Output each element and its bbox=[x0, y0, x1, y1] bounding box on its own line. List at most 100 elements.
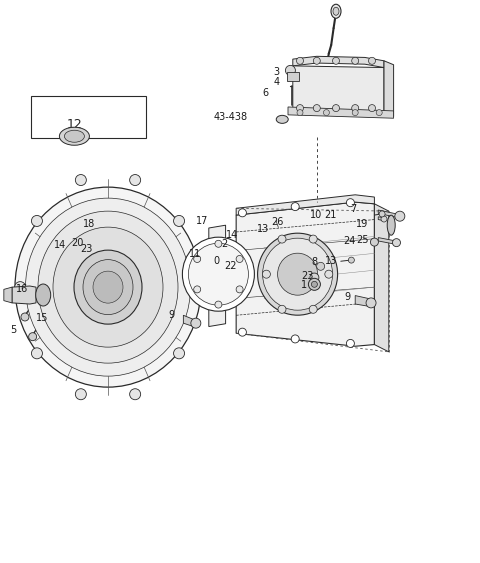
Text: 12: 12 bbox=[67, 118, 82, 132]
Ellipse shape bbox=[15, 187, 201, 387]
Circle shape bbox=[263, 270, 270, 278]
Ellipse shape bbox=[387, 215, 395, 235]
Text: 20: 20 bbox=[71, 238, 84, 248]
Ellipse shape bbox=[188, 243, 249, 305]
Text: 10: 10 bbox=[310, 210, 323, 220]
Ellipse shape bbox=[333, 7, 339, 15]
Circle shape bbox=[75, 388, 86, 400]
Text: 13: 13 bbox=[325, 256, 337, 266]
Circle shape bbox=[381, 216, 387, 222]
Circle shape bbox=[191, 318, 201, 328]
Polygon shape bbox=[384, 61, 394, 117]
Ellipse shape bbox=[331, 5, 341, 18]
Circle shape bbox=[31, 216, 42, 226]
Text: 1: 1 bbox=[301, 280, 308, 290]
Text: 25: 25 bbox=[356, 235, 369, 245]
Circle shape bbox=[313, 105, 320, 111]
Text: 5: 5 bbox=[11, 325, 17, 335]
Ellipse shape bbox=[60, 127, 89, 145]
Circle shape bbox=[297, 57, 303, 64]
Text: 9: 9 bbox=[168, 310, 174, 320]
Circle shape bbox=[291, 203, 299, 211]
Circle shape bbox=[31, 348, 42, 359]
Ellipse shape bbox=[74, 250, 142, 324]
Text: 23: 23 bbox=[81, 244, 93, 254]
Circle shape bbox=[352, 57, 359, 64]
Circle shape bbox=[366, 298, 376, 308]
Circle shape bbox=[312, 282, 317, 287]
Circle shape bbox=[21, 313, 29, 321]
Polygon shape bbox=[355, 296, 372, 307]
Text: 23: 23 bbox=[301, 271, 314, 282]
Polygon shape bbox=[288, 107, 394, 118]
Polygon shape bbox=[378, 210, 399, 218]
Text: 21: 21 bbox=[324, 210, 336, 220]
Circle shape bbox=[174, 348, 185, 359]
Circle shape bbox=[393, 239, 400, 247]
Ellipse shape bbox=[277, 253, 318, 295]
Circle shape bbox=[313, 57, 320, 64]
Text: 0: 0 bbox=[214, 256, 220, 266]
Text: 22: 22 bbox=[225, 261, 237, 271]
Circle shape bbox=[194, 256, 201, 262]
Circle shape bbox=[191, 282, 201, 293]
Circle shape bbox=[376, 110, 382, 115]
Ellipse shape bbox=[258, 233, 337, 315]
Polygon shape bbox=[236, 202, 374, 346]
Circle shape bbox=[130, 388, 141, 400]
Circle shape bbox=[347, 199, 354, 207]
Circle shape bbox=[317, 262, 324, 270]
Bar bbox=[287, 72, 299, 81]
Circle shape bbox=[352, 105, 359, 111]
Text: 18: 18 bbox=[83, 219, 96, 229]
Circle shape bbox=[310, 273, 319, 282]
Polygon shape bbox=[4, 287, 12, 303]
Polygon shape bbox=[236, 195, 374, 215]
Circle shape bbox=[130, 175, 141, 186]
Circle shape bbox=[325, 270, 333, 278]
Ellipse shape bbox=[263, 238, 333, 310]
Polygon shape bbox=[374, 204, 389, 352]
Circle shape bbox=[324, 110, 329, 115]
Circle shape bbox=[239, 209, 246, 217]
Ellipse shape bbox=[25, 198, 191, 376]
Polygon shape bbox=[293, 56, 384, 68]
Circle shape bbox=[75, 175, 86, 186]
Circle shape bbox=[369, 57, 375, 64]
Circle shape bbox=[352, 110, 358, 115]
Circle shape bbox=[286, 65, 295, 75]
Ellipse shape bbox=[93, 271, 123, 303]
Ellipse shape bbox=[64, 130, 84, 142]
Circle shape bbox=[278, 305, 286, 313]
Text: 17: 17 bbox=[196, 216, 208, 226]
Polygon shape bbox=[209, 225, 226, 327]
Bar bbox=[31, 96, 146, 138]
Circle shape bbox=[395, 211, 405, 221]
Circle shape bbox=[236, 286, 243, 293]
Circle shape bbox=[15, 282, 25, 293]
Text: 43-438: 43-438 bbox=[214, 112, 248, 122]
Circle shape bbox=[278, 235, 286, 243]
Circle shape bbox=[369, 105, 375, 111]
Polygon shape bbox=[183, 315, 197, 328]
Text: 3: 3 bbox=[274, 67, 280, 77]
Circle shape bbox=[194, 286, 201, 293]
Circle shape bbox=[291, 335, 299, 343]
Text: 2: 2 bbox=[221, 239, 227, 249]
Circle shape bbox=[174, 216, 185, 226]
Ellipse shape bbox=[276, 115, 288, 123]
Circle shape bbox=[215, 301, 222, 308]
Polygon shape bbox=[108, 231, 178, 343]
Polygon shape bbox=[378, 217, 384, 221]
Polygon shape bbox=[293, 66, 384, 113]
Text: 15: 15 bbox=[36, 312, 48, 323]
Circle shape bbox=[29, 333, 36, 341]
Circle shape bbox=[297, 105, 303, 111]
Ellipse shape bbox=[53, 227, 163, 347]
Text: 19: 19 bbox=[356, 219, 369, 229]
Text: 16: 16 bbox=[16, 284, 28, 294]
Circle shape bbox=[379, 211, 385, 217]
Circle shape bbox=[333, 57, 339, 64]
Text: 4: 4 bbox=[274, 77, 280, 87]
Circle shape bbox=[348, 257, 354, 263]
